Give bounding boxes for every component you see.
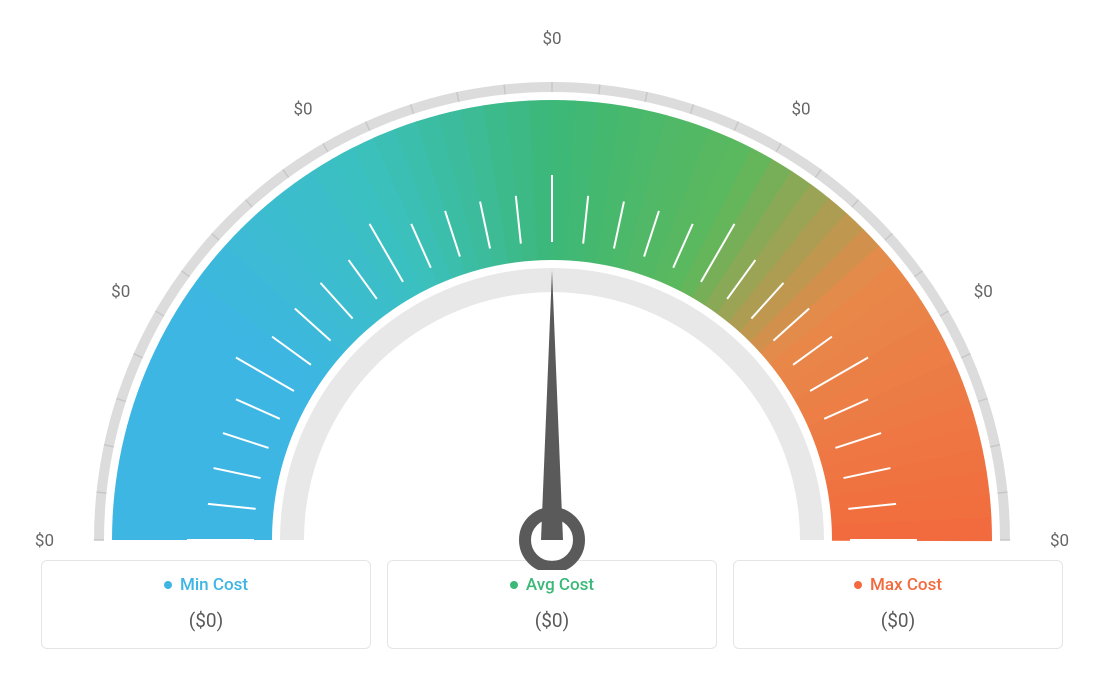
svg-text:$0: $0 — [542, 29, 561, 49]
svg-text:$0: $0 — [293, 100, 312, 120]
svg-text:$0: $0 — [111, 282, 130, 302]
max-cost-value: ($0) — [734, 609, 1062, 632]
svg-text:$0: $0 — [791, 100, 810, 120]
min-cost-card: Min Cost ($0) — [41, 560, 371, 649]
min-cost-value: ($0) — [42, 609, 370, 632]
max-cost-dot — [854, 581, 862, 589]
avg-cost-value: ($0) — [388, 609, 716, 632]
svg-text:$0: $0 — [974, 282, 993, 302]
avg-cost-dot — [510, 581, 518, 589]
min-cost-label: Min Cost — [180, 575, 248, 595]
gauge-chart: $0 $0 $0 $0 $0 $0 $0 — [0, 0, 1104, 560]
gauge-svg: $0 $0 $0 $0 $0 $0 $0 — [0, 10, 1104, 570]
avg-cost-card: Avg Cost ($0) — [387, 560, 717, 649]
avg-cost-label: Avg Cost — [526, 575, 594, 595]
max-cost-label: Max Cost — [870, 575, 942, 595]
max-cost-card: Max Cost ($0) — [733, 560, 1063, 649]
svg-text:$0: $0 — [35, 531, 54, 551]
cost-summary-row: Min Cost ($0) Avg Cost ($0) Max Cost ($0… — [0, 560, 1104, 649]
min-cost-dot — [164, 581, 172, 589]
svg-text:$0: $0 — [1050, 531, 1069, 551]
